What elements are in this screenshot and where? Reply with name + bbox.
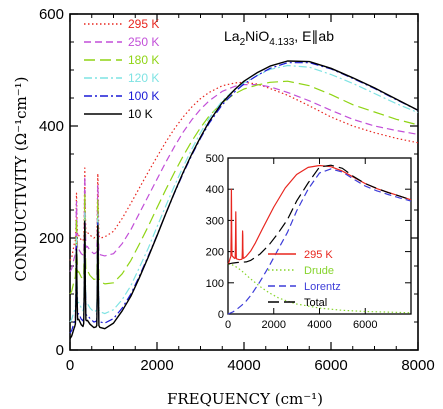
main-x-tick-label: 4000 — [227, 357, 260, 374]
main-x-tick-label: 2000 — [140, 357, 173, 374]
series-line — [69, 84, 419, 272]
inset-y-tick-label: 0 — [218, 309, 224, 321]
legend-label: 10 K — [128, 107, 153, 121]
legend-label: 100 K — [128, 89, 159, 103]
main-x-tick-label: 0 — [66, 357, 74, 374]
main-y-tick-label: 0 — [56, 342, 64, 359]
inset-x-tick-label: 6000 — [353, 319, 377, 331]
inset-legend-label: Drude — [304, 265, 334, 277]
inset-legend-label: Total — [304, 297, 327, 309]
main-y-tick-label: 600 — [39, 6, 64, 23]
inset-y-tick-label: 100 — [206, 278, 224, 290]
inset-y-tick-label: 200 — [206, 247, 224, 259]
inset-x-tick-label: 4000 — [307, 319, 331, 331]
main-x-tick-label: 6000 — [314, 357, 347, 374]
inset-x-tick-label: 2000 — [262, 319, 286, 331]
inset-series-line — [227, 168, 412, 315]
inset-legend-label: Lorentz — [304, 281, 341, 293]
legend-label: 180 K — [128, 53, 159, 67]
inset-series-line — [227, 164, 412, 265]
y-axis-label: CONDUCTIVITY (Ω⁻¹cm⁻¹) — [12, 76, 30, 281]
inset-legend-label: 295 K — [304, 249, 333, 261]
inset-y-tick-label: 400 — [206, 184, 224, 196]
inset-series-line — [227, 263, 412, 314]
main-y-tick-label: 400 — [39, 118, 64, 135]
inset-y-tick-label: 500 — [206, 153, 224, 165]
legend-label: 250 K — [128, 35, 159, 49]
inset-y-tick-label: 300 — [206, 215, 224, 227]
main-x-tick-label: 8000 — [401, 357, 434, 374]
series-line — [69, 60, 419, 340]
legend-label: 295 K — [128, 17, 159, 31]
inset-series-line — [227, 164, 412, 265]
inset-plot: 0 2000 4000 6000 0 100 200 300 400 500 295 K Drude L… — [206, 153, 412, 331]
inset-x-tick-label: 0 — [225, 319, 231, 331]
legend-label: 120 K — [128, 71, 159, 85]
main-y-tick-label: 200 — [39, 230, 64, 247]
chart-title: La2NiO4.133, E∥ab — [224, 28, 334, 48]
x-axis-label: FREQUENCY (cm⁻¹) — [167, 390, 323, 408]
series-line — [69, 81, 419, 261]
series-line — [69, 80, 419, 295]
